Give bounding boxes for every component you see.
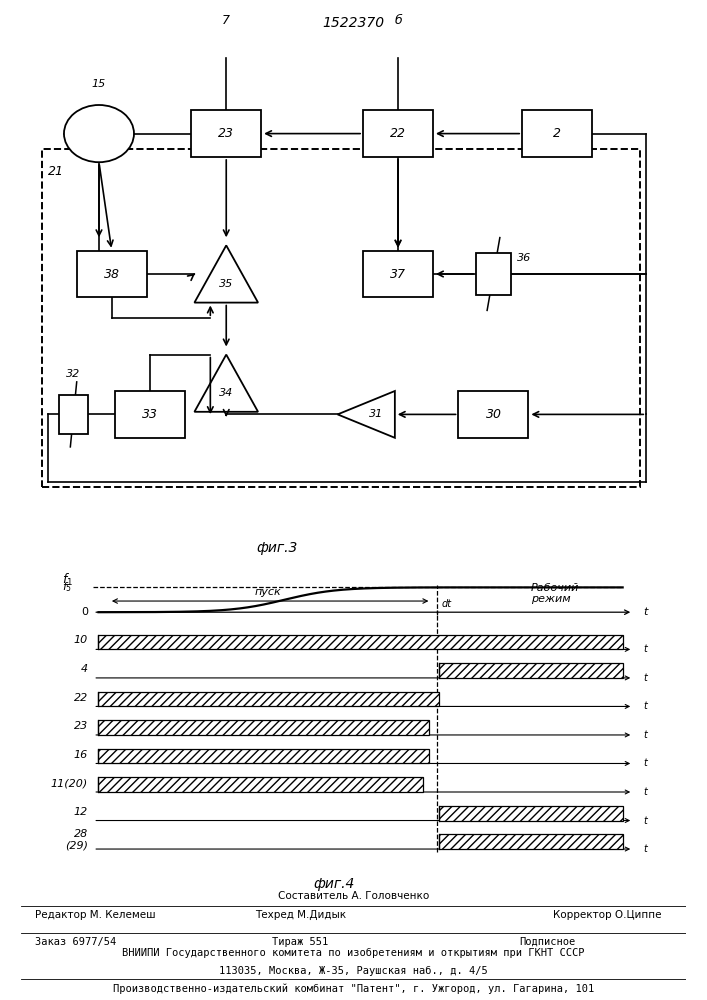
Text: t: t — [643, 730, 648, 740]
Text: t: t — [643, 607, 648, 617]
Text: t: t — [643, 644, 648, 654]
Text: Производственно-издательский комбинат "Патент", г. Ужгород, ул. Гагарина, 101: Производственно-издательский комбинат "П… — [113, 984, 594, 994]
Bar — [77, 251, 147, 297]
Text: 37: 37 — [390, 267, 406, 280]
Text: 30: 30 — [486, 408, 501, 421]
Text: 22: 22 — [390, 127, 406, 140]
Bar — [98, 749, 428, 763]
Text: 21: 21 — [48, 165, 64, 178]
Text: Корректор О.Циппе: Корректор О.Циппе — [553, 910, 661, 920]
Bar — [439, 663, 623, 678]
Text: $f_1$: $f_1$ — [62, 572, 73, 588]
Text: Составитель А. Головченко: Составитель А. Головченко — [278, 891, 429, 901]
Text: dt: dt — [442, 599, 452, 609]
Text: 23: 23 — [218, 127, 234, 140]
Polygon shape — [194, 245, 258, 303]
Text: фиг.3: фиг.3 — [257, 541, 298, 555]
Text: 36: 36 — [518, 253, 532, 263]
Text: 23: 23 — [74, 721, 88, 731]
Text: 35: 35 — [219, 279, 233, 289]
Text: t: t — [643, 701, 648, 711]
Text: Подписное: Подписное — [520, 937, 576, 947]
Text: Техред М.Дидык: Техред М.Дидык — [255, 910, 346, 920]
Bar — [363, 251, 433, 297]
Text: 10: 10 — [74, 635, 88, 645]
Bar — [98, 777, 423, 792]
Text: 28
(29): 28 (29) — [65, 829, 88, 851]
Text: 34: 34 — [219, 388, 233, 398]
Text: t: t — [643, 787, 648, 797]
Text: t: t — [643, 816, 648, 826]
Circle shape — [64, 105, 134, 162]
Bar — [439, 834, 623, 849]
Text: 32: 32 — [66, 369, 81, 379]
Text: 12: 12 — [74, 807, 88, 817]
Text: Заказ 6977/54: Заказ 6977/54 — [35, 937, 116, 947]
Text: ВНИИПИ Государственного комитета по изобретениям и открытиям при ГКНТ СССР: ВНИИПИ Государственного комитета по изоб… — [122, 948, 585, 958]
Polygon shape — [194, 355, 258, 412]
Text: Редактор М. Келемеш: Редактор М. Келемеш — [35, 910, 155, 920]
Bar — [476, 253, 511, 295]
Text: $f_5$: $f_5$ — [62, 580, 72, 594]
Bar — [115, 391, 185, 438]
Bar — [98, 635, 623, 649]
Text: 31: 31 — [368, 409, 383, 419]
Text: 2: 2 — [553, 127, 561, 140]
Text: 11(20): 11(20) — [51, 778, 88, 788]
Bar — [98, 720, 428, 735]
Text: 113035, Москва, Ж-35, Раушская наб., д. 4/5: 113035, Москва, Ж-35, Раушская наб., д. … — [219, 966, 488, 976]
Text: б: б — [395, 14, 402, 27]
Text: 15: 15 — [92, 79, 106, 89]
Text: t: t — [643, 758, 648, 768]
Bar — [363, 110, 433, 157]
Bar — [42, 149, 640, 487]
Bar — [191, 110, 262, 157]
Text: 16: 16 — [74, 750, 88, 760]
Text: Тираж 551: Тираж 551 — [272, 937, 329, 947]
Text: 0: 0 — [81, 607, 88, 617]
Text: t: t — [643, 673, 648, 683]
Bar — [459, 391, 529, 438]
Text: 38: 38 — [104, 267, 119, 280]
Text: 4: 4 — [81, 664, 88, 674]
Text: пуск: пуск — [254, 587, 281, 597]
Text: 1522370: 1522370 — [322, 16, 385, 30]
Text: 33: 33 — [142, 408, 158, 421]
Bar — [59, 395, 88, 434]
Bar — [439, 806, 623, 821]
Polygon shape — [338, 391, 395, 438]
Text: Рабочий
режим: Рабочий режим — [531, 583, 579, 604]
Text: 22: 22 — [74, 693, 88, 703]
Text: 7: 7 — [222, 14, 230, 27]
Bar — [522, 110, 592, 157]
Text: t: t — [643, 844, 648, 854]
Text: фиг.4: фиг.4 — [314, 877, 355, 891]
Bar — [98, 692, 439, 706]
